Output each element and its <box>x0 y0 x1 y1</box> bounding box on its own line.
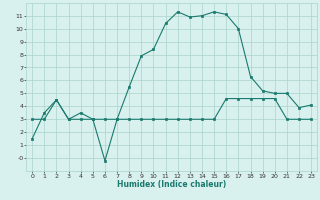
X-axis label: Humidex (Indice chaleur): Humidex (Indice chaleur) <box>117 180 226 189</box>
